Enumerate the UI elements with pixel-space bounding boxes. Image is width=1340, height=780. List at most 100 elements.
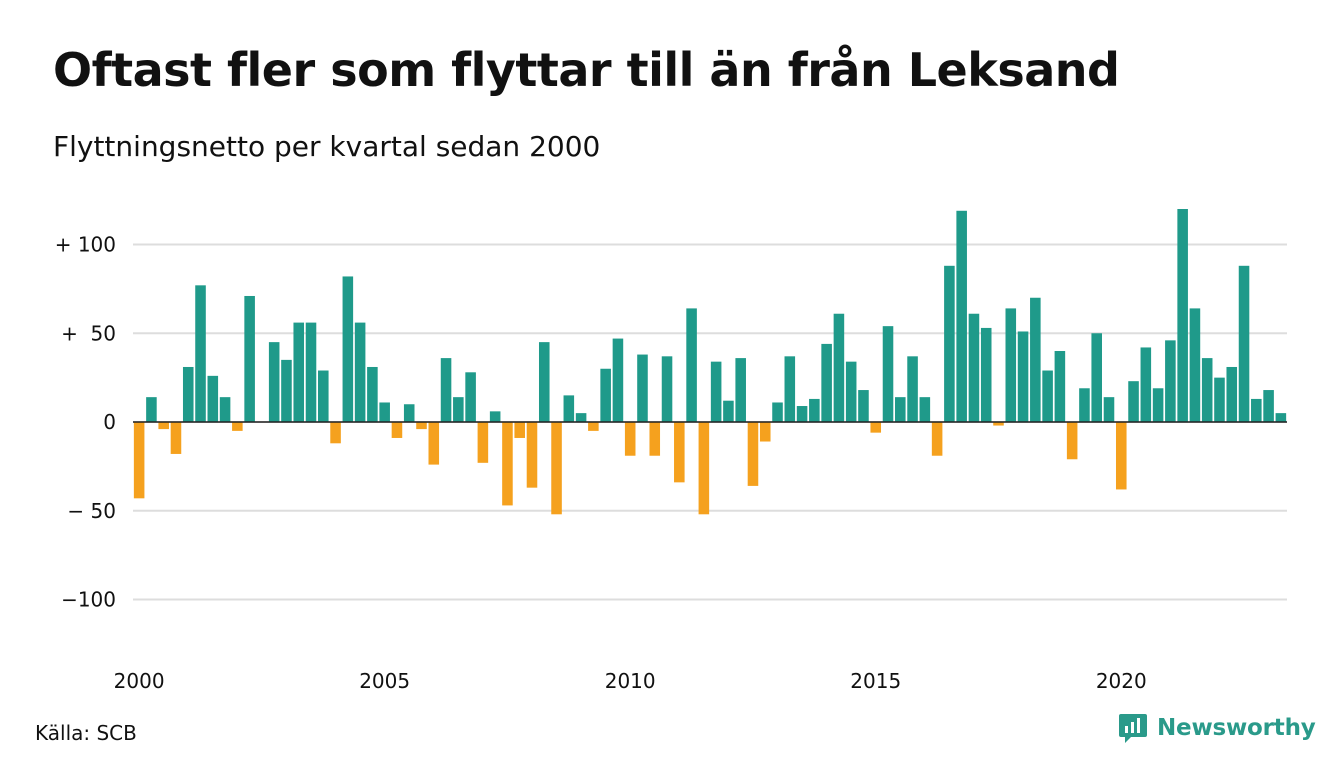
bar-2009K2: [588, 422, 599, 431]
bar-2018K4: [1054, 351, 1066, 422]
bar-2018K3: [1042, 370, 1053, 422]
bar-2015K1: [870, 422, 882, 433]
bar-2005K3: [403, 404, 415, 422]
bar-2002K2: [244, 295, 255, 422]
bar-2016K2: [931, 422, 943, 456]
bar-2011K4: [710, 361, 722, 422]
bar-2012K2: [735, 358, 746, 422]
bar-2020K4: [1152, 388, 1164, 422]
bar-2013K2: [784, 356, 796, 422]
y-tick-label: − 50: [67, 499, 116, 523]
bar-2003K4: [318, 370, 329, 422]
y-tick-label: + 100: [55, 233, 116, 257]
x-tick-label: 2000: [114, 669, 165, 693]
bar-2006K4: [465, 372, 476, 422]
source-label: Källa: SCB: [35, 721, 137, 745]
bar-2017K2: [980, 327, 992, 422]
bar-2007K1: [477, 422, 489, 463]
bar-2008K2: [538, 342, 550, 423]
brand-logo[interactable]: Newsworthy: [1118, 712, 1316, 744]
bar-2019K1: [1066, 422, 1078, 460]
bar-2004K3: [354, 322, 366, 422]
bar-2018K1: [1017, 331, 1029, 422]
bar-2023K2: [1275, 413, 1287, 423]
bar-2012K3: [747, 422, 759, 486]
bar-2000K4: [170, 422, 182, 454]
bar-2004K1: [330, 422, 341, 444]
bar-2011K1: [674, 422, 685, 483]
bar-2010K1: [624, 422, 636, 456]
bar-2004K4: [367, 366, 378, 422]
bar-2021K4: [1201, 358, 1213, 422]
bar-2014K2: [833, 313, 845, 422]
bar-2006K1: [428, 422, 440, 465]
bar-2000K2: [146, 397, 157, 422]
brand-name: Newsworthy: [1157, 715, 1316, 741]
bar-2009K1: [575, 413, 587, 423]
bar-2013K1: [772, 402, 783, 422]
bar-2010K4: [661, 356, 673, 422]
bar-2015K3: [895, 397, 906, 422]
bar-2021K2: [1177, 209, 1188, 422]
x-tick-label: 2015: [850, 669, 901, 693]
x-tick-label: 2020: [1096, 669, 1147, 693]
bar-2017K1: [968, 313, 980, 422]
bar-2003K2: [293, 322, 305, 422]
bar-2020K1: [1115, 422, 1127, 490]
bar-2006K3: [453, 397, 464, 422]
bar-2022K2: [1226, 366, 1238, 422]
bar-2005K1: [379, 402, 390, 422]
bar-2005K2: [391, 422, 403, 438]
bar-2015K2: [882, 326, 894, 422]
bar-2007K3: [502, 422, 513, 506]
x-tick-label: 2005: [359, 669, 410, 693]
chart-title: Oftast fler som flyttar till än från Lek…: [53, 43, 1120, 97]
bar-2016K1: [919, 397, 931, 422]
bar-2022K1: [1214, 377, 1225, 423]
bar-2013K3: [796, 406, 808, 422]
bar-2014K4: [858, 390, 869, 422]
bar-2012K1: [723, 400, 734, 422]
bar-2003K3: [305, 322, 317, 422]
y-tick-label: −100: [61, 588, 116, 612]
bar-chart: + 100 + 50 0 − 50 −100 2000 2005 2010 2015 2020: [55, 209, 1287, 693]
bar-2011K2: [686, 308, 697, 422]
bar-2006K2: [440, 358, 452, 422]
bar-2004K2: [342, 276, 354, 422]
chart-subtitle: Flyttningsnetto per kvartal sedan 2000: [53, 130, 601, 163]
bar-2002K4: [268, 342, 280, 423]
bar-2008K4: [563, 395, 575, 423]
bar-2010K2: [637, 354, 648, 422]
bar-2016K3: [944, 265, 955, 422]
bar-2008K3: [551, 422, 562, 515]
bar-2013K4: [809, 398, 820, 422]
bar-2021K1: [1165, 340, 1176, 422]
bar-2000K3: [158, 422, 169, 430]
newsworthy-logo-icon: [1119, 714, 1147, 743]
bar-2023K1: [1263, 390, 1274, 422]
bar-2005K4: [416, 422, 427, 430]
bar-2018K2: [1030, 297, 1041, 422]
bar-2016K4: [956, 210, 967, 422]
bar-2019K2: [1079, 388, 1090, 422]
bar-2022K3: [1238, 265, 1250, 422]
bar-2009K3: [600, 368, 611, 422]
x-tick-label: 2010: [605, 669, 656, 693]
bar-2009K4: [612, 338, 624, 422]
bar-2007K2: [489, 411, 501, 422]
bar-2002K1: [232, 422, 243, 431]
bar-2008K1: [526, 422, 538, 488]
bar-2000K1: [133, 422, 145, 499]
bar-2021K3: [1189, 308, 1201, 422]
bar-2020K2: [1128, 381, 1139, 422]
bar-2011K3: [698, 422, 710, 515]
bar-2017K4: [1005, 308, 1017, 422]
y-tick-label: 0: [103, 410, 116, 434]
bar-2003K1: [281, 359, 292, 423]
bar-2014K3: [845, 361, 857, 422]
bar-2019K4: [1103, 397, 1115, 422]
bar-2020K3: [1140, 347, 1152, 422]
bar-2001K1: [182, 366, 194, 422]
bar-2001K3: [207, 375, 219, 422]
bar-2010K3: [649, 422, 661, 456]
